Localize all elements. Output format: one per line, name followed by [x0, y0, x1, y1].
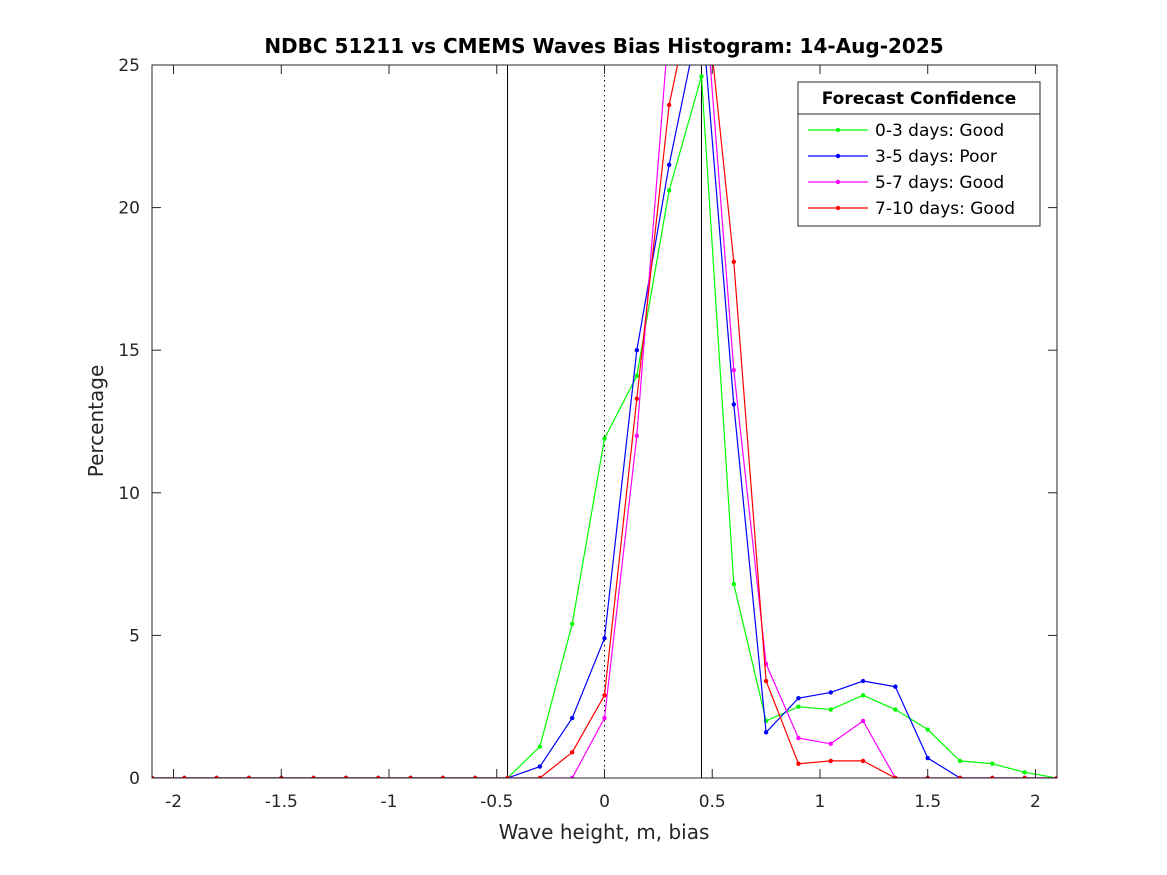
data-point — [828, 690, 833, 695]
data-point — [925, 755, 930, 761]
data-point — [537, 764, 543, 769]
data-point — [893, 775, 898, 778]
data-point — [925, 727, 930, 732]
data-point — [569, 715, 575, 721]
y-tick-label: 5 — [129, 626, 140, 646]
legend-label: 0-3 days: Good — [875, 121, 1004, 141]
data-point — [990, 761, 995, 766]
data-point — [828, 707, 833, 712]
data-point — [957, 775, 963, 778]
data-point — [408, 775, 413, 778]
data-point — [440, 775, 446, 778]
data-point — [343, 775, 349, 778]
y-tick-label: 10 — [118, 484, 140, 504]
legend-swatch-marker — [835, 179, 841, 185]
x-tick-label: -2 — [165, 792, 182, 812]
chart-title: NDBC 51211 vs CMEMS Waves Bias Histogram… — [264, 34, 943, 58]
data-point — [152, 775, 155, 778]
data-point — [1054, 775, 1057, 778]
data-point — [602, 436, 607, 441]
data-point — [182, 775, 187, 778]
data-point — [860, 758, 866, 764]
y-tick-label: 20 — [118, 199, 140, 219]
data-point — [860, 693, 866, 698]
series-group — [152, 65, 1057, 778]
x-tick-label: -1 — [381, 792, 398, 812]
data-point — [537, 775, 543, 778]
plot-frame — [151, 64, 1058, 779]
data-point — [505, 775, 510, 778]
data-point — [634, 373, 640, 379]
data-point — [731, 581, 736, 587]
data-point — [699, 74, 704, 79]
data-point — [602, 715, 607, 721]
data-point — [311, 775, 316, 778]
data-point — [893, 684, 898, 689]
data-point — [634, 396, 640, 401]
data-point — [602, 693, 607, 698]
legend-entry: 0-3 days: Good — [808, 121, 1004, 141]
x-tick-label: -0.5 — [480, 792, 513, 812]
legend-entry: 5-7 days: Good — [808, 173, 1004, 193]
data-point — [634, 433, 640, 438]
data-point — [666, 102, 672, 108]
data-point — [763, 678, 769, 684]
x-tick-label: 1.5 — [914, 792, 941, 812]
data-point — [893, 707, 898, 712]
data-point — [796, 735, 801, 741]
x-tick-label: 2 — [1030, 792, 1041, 812]
data-point — [957, 758, 963, 764]
data-point — [634, 348, 640, 353]
legend-label: 3-5 days: Poor — [875, 147, 997, 167]
data-point — [796, 761, 801, 766]
x-tick-label: 0 — [599, 792, 610, 812]
legend-label: 7-10 days: Good — [875, 199, 1015, 219]
data-point — [1022, 770, 1027, 775]
threshold-lines — [507, 65, 702, 778]
data-point — [990, 775, 995, 778]
data-point — [860, 678, 866, 684]
data-point — [860, 718, 866, 724]
data-point — [828, 758, 833, 764]
y-axis-label: Percentage — [84, 365, 108, 478]
data-point — [666, 188, 672, 193]
data-point — [537, 744, 543, 749]
data-point — [796, 704, 801, 709]
x-tick-label: -1.5 — [265, 792, 298, 812]
data-point — [569, 621, 575, 627]
data-point — [731, 402, 736, 407]
x-tick-label: 0.5 — [699, 792, 726, 812]
data-point — [731, 259, 736, 264]
legend-title: Forecast Confidence — [822, 89, 1017, 109]
series-4 — [152, 65, 1057, 778]
data-point — [569, 775, 575, 778]
data-point — [602, 636, 607, 641]
legend: Forecast Confidence 0-3 days: Good 3-5 da… — [797, 81, 1041, 227]
data-point — [569, 750, 575, 755]
legend-swatch-marker — [835, 127, 841, 133]
legend-label: 5-7 days: Good — [875, 173, 1004, 193]
y-tick-label: 15 — [118, 341, 140, 361]
data-point — [376, 775, 381, 778]
data-point — [763, 730, 769, 735]
data-point — [796, 695, 801, 701]
data-point — [214, 775, 219, 778]
legend-swatch-marker — [835, 205, 841, 211]
legend-entry: 7-10 days: Good — [808, 199, 1015, 219]
data-point — [246, 775, 252, 778]
data-point — [666, 162, 672, 168]
x-tick-label: 1 — [815, 792, 826, 812]
data-point — [731, 367, 736, 373]
data-point — [1022, 775, 1027, 778]
legend-entry: 3-5 days: Poor — [808, 147, 997, 167]
data-point — [828, 741, 833, 746]
y-tick-label: 25 — [118, 56, 140, 76]
y-tick-label: 0 — [129, 769, 140, 789]
legend-swatch-marker — [835, 153, 841, 159]
x-axis-label: Wave height, m, bias — [499, 820, 710, 844]
data-point — [473, 775, 478, 778]
